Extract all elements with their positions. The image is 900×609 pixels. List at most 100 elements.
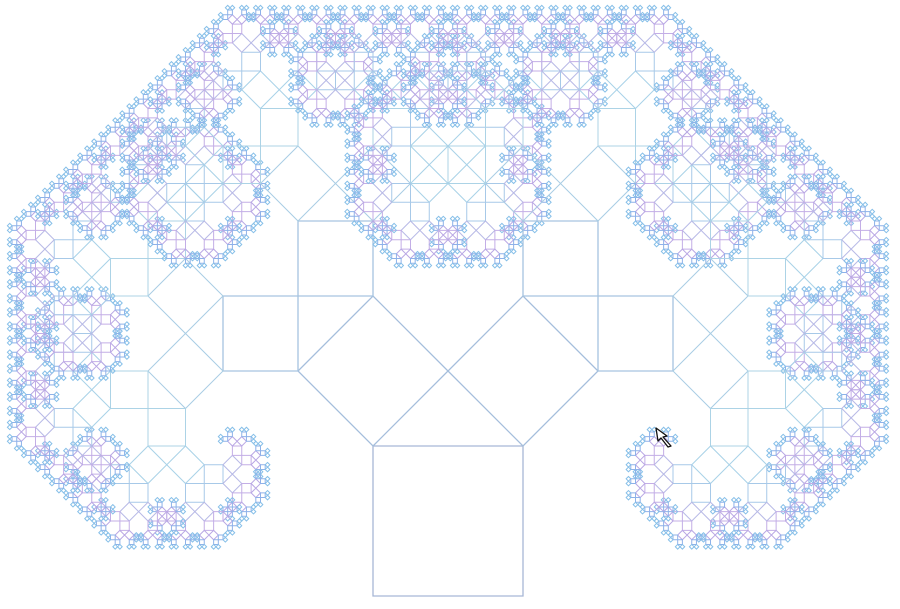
tree-square	[25, 281, 32, 288]
tree-square	[635, 497, 641, 503]
tree-square	[377, 28, 383, 34]
tree-square	[674, 60, 681, 68]
tree-square	[142, 529, 154, 541]
tree-square	[665, 234, 672, 241]
tree-square	[18, 243, 25, 250]
tree-square	[498, 16, 505, 23]
tree-square	[372, 192, 393, 213]
tree-square	[822, 351, 833, 363]
tree-square	[62, 171, 70, 178]
tree-square	[175, 96, 182, 103]
tree-square	[756, 196, 768, 208]
tree-square	[747, 150, 754, 156]
tree-square	[72, 164, 79, 170]
tree-square	[400, 82, 407, 89]
tree-square	[407, 262, 414, 269]
tree-square	[227, 79, 233, 86]
tree-square	[522, 229, 529, 236]
tree-square	[878, 267, 885, 274]
tree-square	[412, 262, 419, 269]
tree-square	[625, 494, 632, 501]
tree-square	[791, 234, 798, 241]
tree-square	[440, 262, 447, 269]
tree-square	[16, 440, 22, 447]
tree-square	[482, 60, 489, 68]
tree-square	[709, 138, 716, 145]
tree-square	[494, 47, 501, 53]
tree-square	[203, 44, 210, 51]
tree-square	[105, 225, 111, 231]
tree-square	[299, 4, 306, 11]
tree-square	[738, 239, 744, 245]
tree-square	[822, 211, 829, 217]
tree-square	[259, 39, 266, 46]
tree-square	[398, 4, 405, 11]
tree-square	[6, 297, 13, 304]
tree-square	[808, 297, 815, 304]
tree-square	[505, 145, 512, 152]
tree-square	[6, 363, 13, 370]
tree-square	[84, 145, 91, 152]
tree-square	[116, 440, 123, 447]
tree-square	[297, 51, 304, 58]
tree-square	[6, 283, 13, 290]
tree-square	[789, 360, 801, 372]
tree-square	[414, 44, 421, 51]
tree-square	[639, 152, 646, 159]
tree-square	[834, 173, 841, 180]
tree-square	[116, 328, 123, 335]
tree-square	[112, 299, 119, 307]
tree-square	[498, 152, 505, 159]
tree-square	[53, 391, 60, 398]
tree-square	[766, 335, 773, 342]
tree-square	[691, 258, 697, 264]
tree-square	[116, 299, 123, 307]
tree-square	[369, 74, 377, 82]
tree-square	[53, 365, 60, 372]
tree-square	[815, 159, 822, 166]
tree-square	[770, 351, 777, 358]
tree-square	[798, 138, 805, 145]
tree-square	[124, 154, 130, 161]
tree-square	[344, 194, 351, 201]
tree-square	[330, 110, 337, 117]
tree-square	[224, 4, 231, 11]
tree-square	[395, 9, 402, 16]
tree-square	[166, 157, 173, 164]
tree-square	[391, 126, 411, 147]
tree-square	[119, 464, 126, 470]
tree-square	[834, 285, 841, 293]
tree-square	[159, 215, 166, 222]
tree-square	[109, 346, 121, 358]
tree-square	[74, 374, 81, 382]
tree-square	[630, 39, 637, 46]
tree-square	[676, 529, 688, 541]
tree-square	[13, 417, 20, 424]
tree-square	[733, 501, 740, 508]
tree-square	[60, 285, 67, 293]
tree-square	[369, 234, 377, 241]
tree-square	[34, 466, 41, 473]
tree-square	[454, 262, 461, 269]
tree-square	[194, 145, 215, 166]
tree-square	[110, 370, 149, 409]
tree-square	[770, 450, 777, 456]
tree-square	[878, 436, 885, 442]
tree-square	[170, 258, 177, 264]
tree-square	[808, 185, 815, 192]
tree-square	[491, 4, 498, 11]
tree-square	[855, 339, 862, 346]
tree-square	[883, 410, 890, 417]
tree-square	[876, 328, 883, 335]
tree-square	[496, 262, 503, 269]
tree-square	[391, 166, 398, 173]
tree-square	[285, 4, 292, 11]
tree-square	[878, 379, 885, 386]
tree-square	[55, 374, 62, 382]
tree-square	[686, 529, 698, 541]
tree-square	[250, 433, 257, 440]
tree-square	[449, 4, 456, 11]
tree-square	[730, 89, 737, 96]
